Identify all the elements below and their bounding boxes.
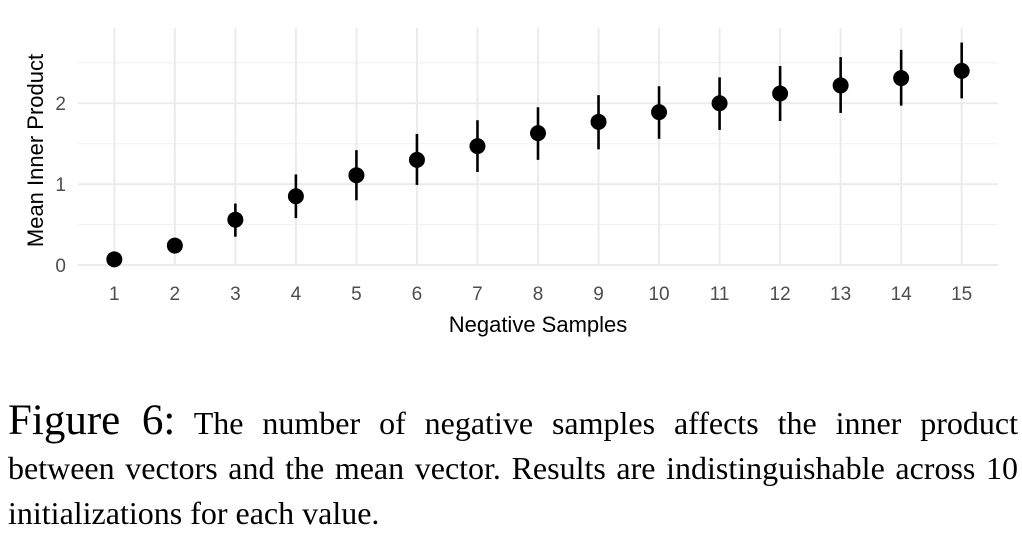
y-axis-title: Mean Inner Product	[23, 54, 48, 247]
x-tick-label: 1	[109, 284, 120, 305]
y-tick-label: 2	[55, 94, 66, 115]
x-tick-label: 15	[951, 284, 972, 305]
data-point	[893, 70, 910, 87]
data-point	[530, 125, 546, 142]
data-point	[711, 95, 728, 112]
caption-text: The number of negative samples affects t…	[8, 405, 1019, 531]
data-point	[408, 151, 425, 168]
data-points	[106, 62, 970, 268]
data-point	[953, 62, 970, 79]
data-point	[469, 138, 486, 155]
data-point	[348, 167, 365, 184]
x-tick-label: 2	[170, 284, 181, 305]
x-tick-label: 10	[648, 284, 669, 305]
x-tick-label: 11	[710, 284, 730, 305]
data-point	[287, 188, 304, 205]
x-tick-label: 8	[533, 284, 544, 305]
data-point	[832, 77, 849, 94]
data-point	[772, 85, 789, 102]
data-point	[590, 113, 607, 130]
chart: 012 1 2 3 4 5 6 7 8 9 10 11 12 13 14 15 Negative Sampl…	[23, 28, 998, 337]
x-tick-label: 9	[593, 284, 604, 305]
x-tick-label: 6	[412, 284, 423, 305]
x-tick-label: 7	[472, 284, 483, 305]
y-tick-label: 1	[55, 175, 66, 196]
x-axis-ticks: 1 2 3 4 5 6 7 8 9 10 11 12 13 14 15	[109, 284, 972, 305]
data-point	[106, 251, 123, 268]
data-point	[166, 237, 183, 254]
x-tick-label: 3	[230, 284, 241, 305]
x-tick-label: 12	[770, 284, 791, 305]
x-tick-label: 4	[291, 284, 302, 305]
x-tick-label: 5	[351, 284, 362, 305]
data-point	[227, 211, 244, 228]
y-tick-label: 0	[55, 256, 66, 277]
y-axis-ticks: 0 1 2	[55, 94, 66, 277]
x-axis-title: Negative Samples	[449, 312, 628, 337]
figure-caption: Figure 6: The number of negative samples…	[8, 398, 1018, 536]
caption-label: Figure 6:	[8, 397, 176, 444]
x-tick-label: 13	[830, 284, 851, 305]
data-point	[651, 104, 668, 121]
x-tick-label: 14	[891, 284, 913, 305]
